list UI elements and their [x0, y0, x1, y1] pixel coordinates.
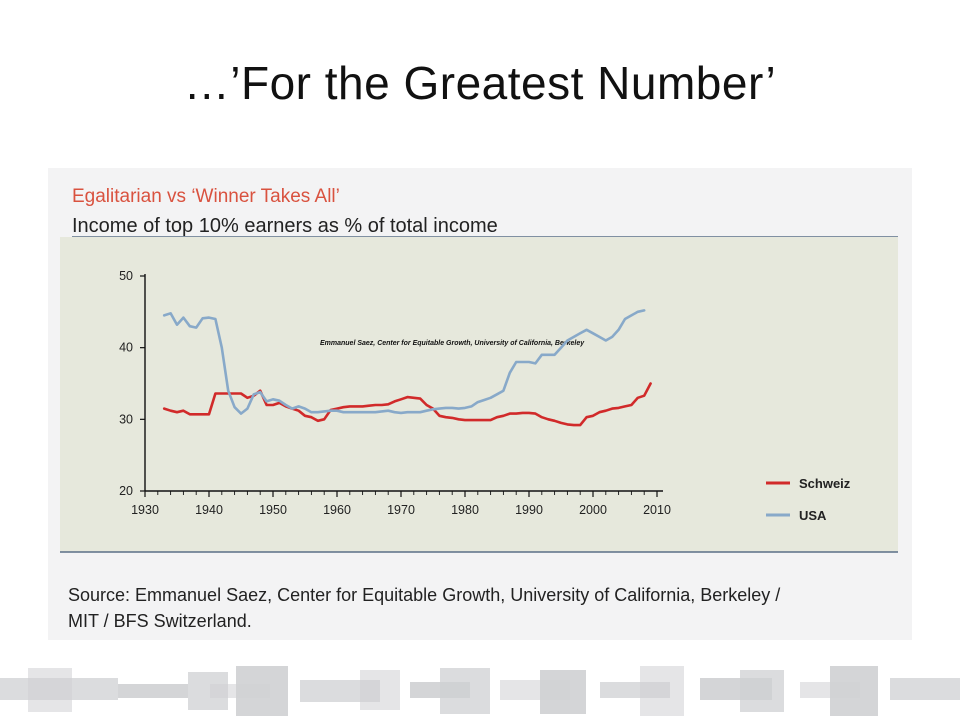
footer-block: [236, 666, 288, 716]
x-tick-label: 1930: [131, 503, 159, 517]
footer-block: [440, 668, 490, 714]
line-chart: Emmanuel Saez, Center for Equitable Grow…: [60, 236, 898, 553]
slide-title: …’For the Greatest Number’: [183, 57, 777, 109]
footer-block: [740, 670, 784, 712]
x-tick-label: 2010: [643, 503, 671, 517]
y-tick-label: 50: [119, 269, 133, 283]
legend-label-usa: USA: [799, 508, 827, 523]
chart-subtitle: Income of top 10% earners as % of total …: [72, 215, 498, 237]
x-tick-label: 1940: [195, 503, 223, 517]
footer-block: [540, 670, 586, 714]
footer-block: [830, 666, 878, 716]
x-tick-label: 2000: [579, 503, 607, 517]
x-tick-label: 1950: [259, 503, 287, 517]
y-tick-label: 30: [119, 412, 133, 426]
chart-title: Egalitarian vs ‘Winner Takes All’: [72, 186, 340, 207]
series-line-usa: [162, 309, 646, 415]
y-tick-label: 40: [119, 341, 133, 355]
plot-layer: 1930 1940 1950 1960 1970 1980 1990 2000 2010 20 30…: [119, 269, 671, 517]
plot-background: [60, 237, 898, 552]
source-line-2: MIT / BFS Switzerland.: [68, 611, 252, 631]
x-tick-label: 1980: [451, 503, 479, 517]
x-tick-label: 1970: [387, 503, 415, 517]
legend-label-schweiz: Schweiz: [799, 476, 851, 491]
legend: Schweiz USA: [766, 476, 851, 523]
footer-pattern: [0, 666, 960, 716]
chart-panel: Egalitarian vs ‘Winner Takes All’ Income…: [48, 168, 912, 640]
footer-block: [28, 668, 72, 712]
x-tick-label: 1960: [323, 503, 351, 517]
y-tick-label: 20: [119, 484, 133, 498]
footer-block: [640, 666, 684, 716]
footer-block: [360, 670, 400, 710]
chart-annotation: Emmanuel Saez, Center for Equitable Grow…: [320, 340, 585, 347]
x-tick-label: 1990: [515, 503, 543, 517]
source-line-1: Source: Emmanuel Saez, Center for Equita…: [68, 585, 781, 605]
footer-block: [118, 684, 188, 698]
footer-block: [890, 678, 960, 700]
series-line-schweiz: [162, 382, 652, 427]
source-note: Source: Emmanuel Saez, Center for Equita…: [68, 582, 898, 634]
